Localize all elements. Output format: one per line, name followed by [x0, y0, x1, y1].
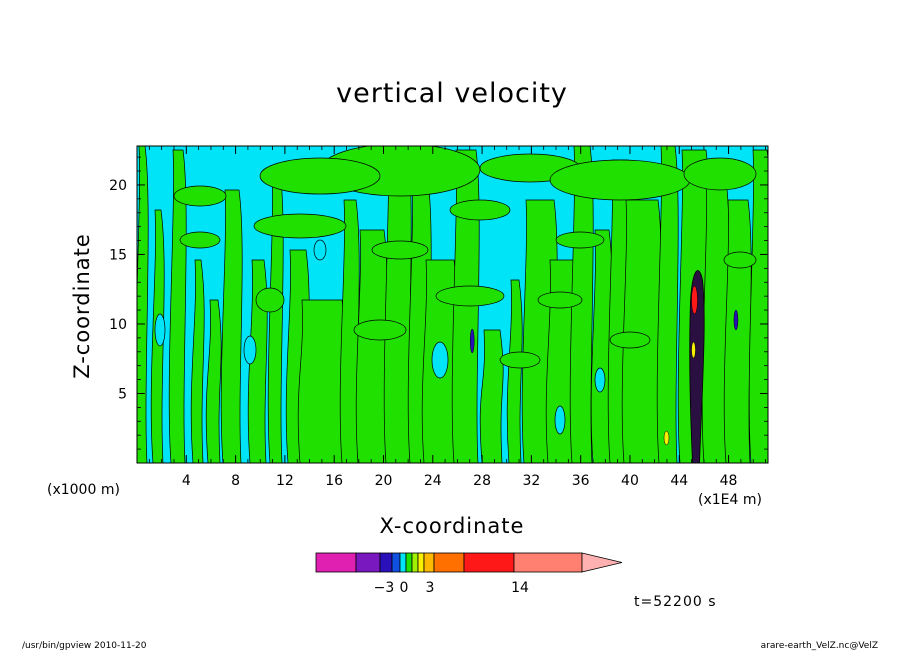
colorbar-segment	[513, 552, 583, 573]
updraft-band	[247, 259, 268, 463]
time-label: t=52200 s	[634, 594, 717, 610]
y-tick-label: 5	[118, 386, 127, 402]
updraft-band	[220, 189, 243, 463]
updraft-cell	[371, 240, 429, 260]
updraft-cell	[259, 157, 381, 195]
downdraft-cell	[554, 405, 566, 435]
colorbar-segment	[405, 552, 413, 573]
updraft-cell	[723, 251, 757, 269]
colorbar-segment	[423, 552, 435, 573]
colorbar-segment	[391, 552, 401, 573]
core-secondary	[691, 341, 696, 359]
x-tick-label: 28	[473, 473, 491, 489]
updraft-band	[137, 146, 149, 463]
x-tick-label: 4	[182, 473, 191, 489]
x-tick-label: 44	[670, 473, 688, 489]
updraft-cell	[353, 319, 407, 341]
plot-frame	[136, 145, 769, 464]
downdraft-core	[469, 328, 475, 354]
downdraft-cell	[431, 341, 449, 379]
colorbar: −3 0 3 14	[315, 552, 623, 596]
updraft-band	[479, 329, 504, 463]
updraft-band	[355, 229, 388, 463]
x-tick-label: 32	[522, 473, 540, 489]
x-tick-label: 36	[572, 473, 590, 489]
strong-updraft-core	[689, 270, 705, 463]
colorbar-segment	[379, 552, 393, 573]
core-secondary	[663, 430, 670, 446]
x-tick-label: 20	[375, 473, 393, 489]
updraft-band	[656, 146, 679, 463]
downdraft-cell	[243, 335, 257, 365]
updraft-band	[569, 146, 594, 463]
updraft-band	[205, 299, 222, 463]
updraft-cell	[683, 157, 757, 191]
colorbar-segment	[417, 552, 425, 573]
updraft-cell	[179, 231, 221, 249]
y-tick-label: 20	[109, 178, 127, 194]
updraft-band	[506, 279, 523, 463]
updraft-band	[168, 149, 187, 463]
x-axis-unit: (x1E4 m)	[698, 492, 762, 508]
updraft-cell	[435, 285, 505, 307]
updraft-band	[190, 259, 205, 463]
updraft-cell	[449, 199, 511, 221]
x-tick-label: 48	[720, 473, 738, 489]
updraft-cell	[549, 159, 691, 201]
core-max	[691, 285, 698, 315]
colorbar-segment	[315, 552, 357, 573]
x-tick-label: 40	[621, 473, 639, 489]
colorbar-label: 3	[426, 580, 435, 596]
colorbar-label: 14	[511, 580, 529, 596]
updraft-band	[451, 149, 480, 463]
updraft-cell	[255, 287, 285, 313]
downdraft-cell	[154, 313, 166, 347]
chart-title: vertical velocity	[336, 78, 568, 109]
updraft-cell	[609, 331, 651, 349]
updraft-cell	[555, 231, 605, 249]
colorbar-segment	[463, 552, 515, 573]
footer-command: /usr/bin/gpview 2010-11-20	[22, 641, 147, 651]
updraft-band	[748, 149, 768, 463]
downdraft-cell	[594, 367, 606, 393]
plot-area	[137, 146, 768, 463]
colorbar-segment	[355, 552, 381, 573]
updraft-cell	[537, 291, 583, 309]
colorbar-label: 0	[400, 580, 409, 596]
x-tick-label: 12	[276, 473, 294, 489]
x-tick-label: 8	[231, 473, 240, 489]
x-tick-label: 16	[325, 473, 343, 489]
updraft-cell	[253, 213, 347, 239]
updraft-band	[723, 199, 752, 463]
x-tick-label: 24	[424, 473, 442, 489]
footer-source: arare-earth_VelZ.nc@VelZ	[760, 641, 878, 651]
colorbar-segment	[411, 552, 419, 573]
colorbar-segment	[399, 552, 407, 573]
colorbar-label: −3	[374, 580, 395, 596]
y-tick-label: 10	[109, 317, 127, 333]
colorbar-segment	[433, 552, 465, 573]
updraft-band	[621, 199, 662, 463]
colorbar-extend-arrow	[581, 552, 623, 573]
y-tick-label: 15	[109, 247, 127, 263]
y-axis-unit: (x1000 m)	[47, 482, 120, 498]
updraft-cell	[499, 351, 541, 369]
downdraft-core	[733, 309, 739, 331]
updraft-cell	[173, 185, 227, 207]
downdraft-cell	[313, 239, 327, 261]
x-axis-label: X-coordinate	[379, 514, 525, 538]
updraft-band	[297, 299, 346, 463]
